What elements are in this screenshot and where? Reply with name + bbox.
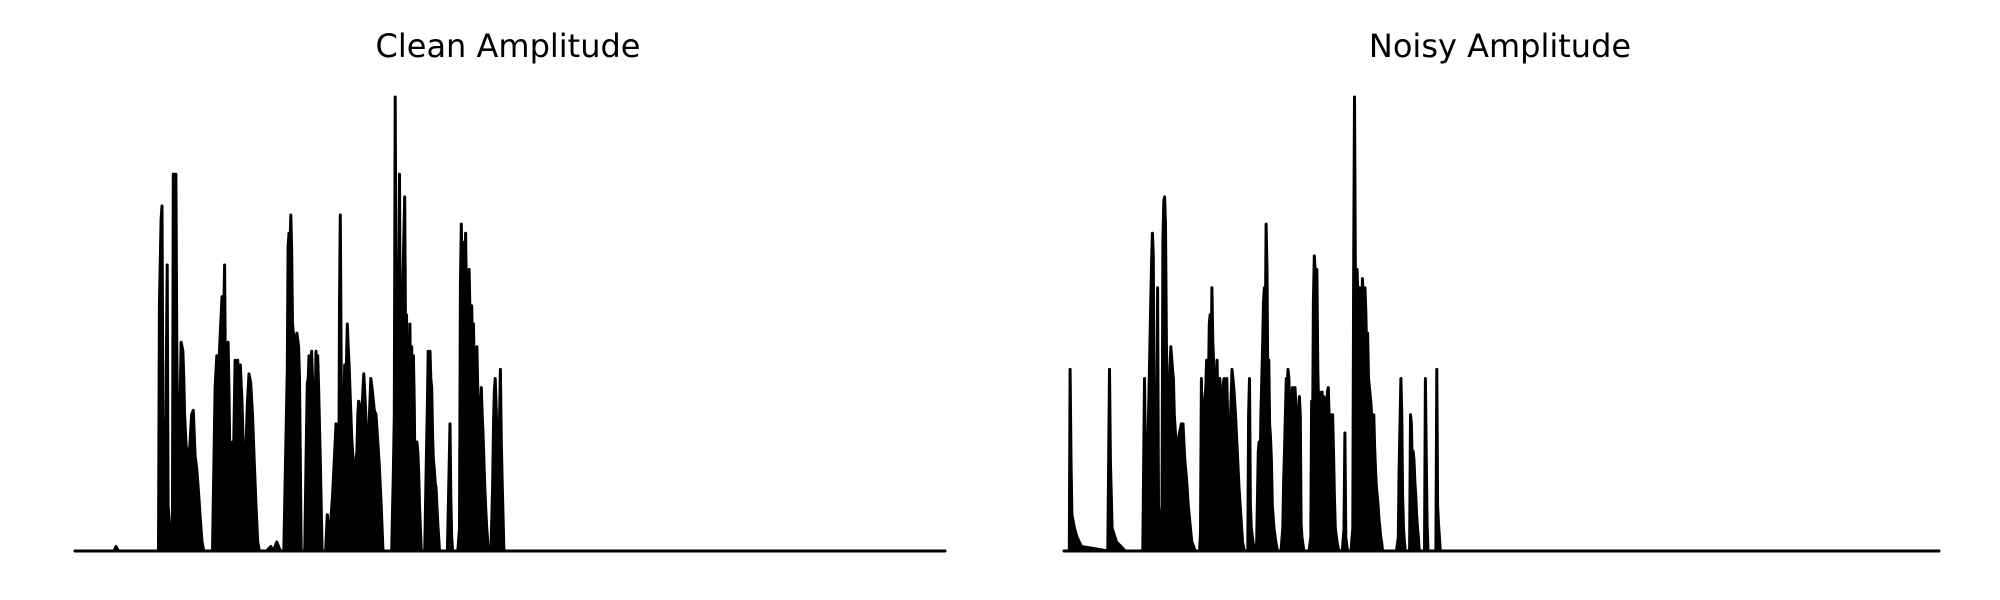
chart-title-clean: Clean Amplitude <box>376 27 641 65</box>
series-line-clean-amplitude <box>73 95 947 553</box>
series-line-noisy-amplitude <box>1062 95 1941 553</box>
chart-clean-amplitude: Clean Amplitude <box>73 27 947 553</box>
chart-noisy-amplitude: Noisy Amplitude <box>1062 27 1941 553</box>
chart-title-noisy: Noisy Amplitude <box>1369 27 1631 65</box>
